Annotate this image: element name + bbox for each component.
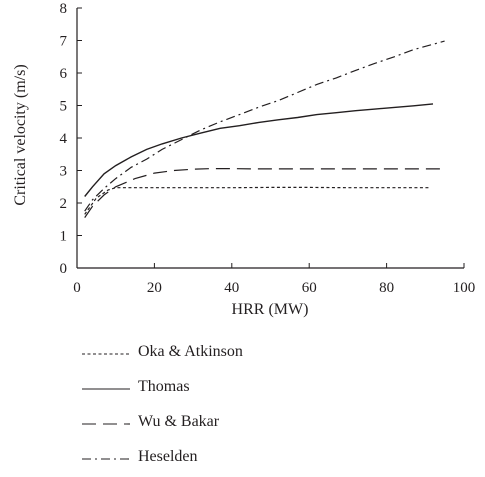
y-tick-label: 7 xyxy=(60,34,68,50)
legend: Oka & Atkinson Thomas Wu & Bakar Heselde… xyxy=(82,337,402,477)
chart: 0 20 40 60 80 100 0 1 2 3 4 5 6 7 8 HRR (MW) Critical… xyxy=(12,1,475,318)
y-tick-label: 5 xyxy=(60,99,68,115)
series-line-thomas xyxy=(84,103,434,197)
series-line-heselden xyxy=(84,40,445,212)
legend-swatch-heselden xyxy=(82,458,130,460)
legend-item-heselden: Heselden xyxy=(82,442,402,477)
y-axis-title: Critical velocity (m/s) xyxy=(12,64,29,205)
y-tick-label: 0 xyxy=(60,261,68,277)
legend-label-oka-atkinson: Oka & Atkinson xyxy=(138,343,243,360)
legend-item-wu-bakar: Wu & Bakar xyxy=(82,407,402,442)
legend-swatch-wu-bakar xyxy=(82,423,130,425)
x-tick-label: 0 xyxy=(73,280,81,296)
y-tick-label: 2 xyxy=(60,196,68,212)
legend-swatch-oka-atkinson xyxy=(82,353,130,355)
legend-label-heselden: Heselden xyxy=(138,448,198,465)
legend-label-wu-bakar: Wu & Bakar xyxy=(138,413,220,430)
y-ticks: 0 1 2 3 4 5 6 7 8 xyxy=(60,1,82,277)
series-line-oka-atkinson xyxy=(84,186,430,215)
axes xyxy=(76,8,464,269)
legend-item-thomas: Thomas xyxy=(82,372,402,407)
x-ticks: 0 20 40 60 80 100 xyxy=(73,263,475,296)
legend-item-oka-atkinson: Oka & Atkinson xyxy=(82,337,402,372)
legend-label-thomas: Thomas xyxy=(138,378,190,395)
y-tick-label: 4 xyxy=(60,131,68,147)
y-tick-label: 3 xyxy=(60,164,68,180)
y-tick-label: 6 xyxy=(60,66,68,82)
x-axis-title: HRR (MW) xyxy=(232,301,309,318)
x-tick-label: 20 xyxy=(147,280,162,296)
x-tick-label: 60 xyxy=(302,280,317,296)
x-tick-label: 100 xyxy=(453,280,476,296)
series-layer xyxy=(84,40,445,218)
legend-swatch-thomas xyxy=(82,388,130,390)
y-tick-label: 8 xyxy=(60,1,68,17)
x-tick-label: 80 xyxy=(379,280,394,296)
y-tick-label: 1 xyxy=(60,229,68,245)
series-line-wu-bakar xyxy=(84,168,445,218)
x-tick-label: 40 xyxy=(224,280,239,296)
